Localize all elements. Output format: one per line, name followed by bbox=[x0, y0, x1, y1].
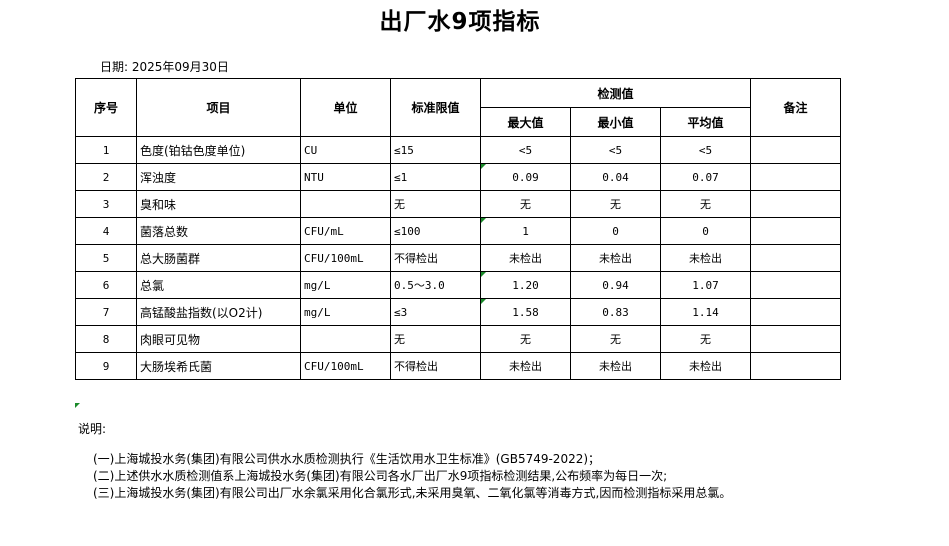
header-item: 项目 bbox=[136, 78, 301, 137]
cell-max: 1.58 bbox=[480, 298, 571, 326]
cell-no: 7 bbox=[75, 298, 137, 326]
header-no: 序号 bbox=[75, 78, 137, 137]
cell-min: 未检出 bbox=[570, 352, 661, 380]
table-row: 8 肉眼可见物无无无无 bbox=[75, 325, 841, 353]
cell-unit: mg/L bbox=[300, 298, 391, 326]
cell-limit: ≤1 bbox=[390, 163, 481, 191]
cell-item: 菌落总数 bbox=[136, 217, 301, 245]
cell-min: 无 bbox=[570, 190, 661, 218]
cell-avg: 1.07 bbox=[660, 271, 751, 299]
cell-avg: 未检出 bbox=[660, 244, 751, 272]
cell-avg: 无 bbox=[660, 190, 751, 218]
table-row: 4 菌落总数 CFU/mL ≤100 1 0 0 bbox=[75, 217, 841, 245]
cell-item: 高锰酸盐指数(以O2计) bbox=[136, 298, 301, 326]
water-quality-table: 序号 项目 单位 标准限值 检测值 备注 最大值 最小值 平均值 1 色度(铂钴色… bbox=[75, 78, 841, 380]
header-avg: 平均值 bbox=[660, 107, 751, 137]
header-remark: 备注 bbox=[750, 78, 841, 137]
table-row: 3 臭和味无无无无 bbox=[75, 190, 841, 218]
table-row: 5 总大肠菌群 CFU/100mL 不得检出 未检出 未检出 未检出 bbox=[75, 244, 841, 272]
header-min: 最小值 bbox=[570, 107, 661, 137]
header-limit: 标准限值 bbox=[390, 78, 481, 137]
table-row: 9 大肠埃希氏菌 CFU/100mL 不得检出 未检出 未检出 未检出 bbox=[75, 352, 841, 380]
cell-unit: CFU/mL bbox=[300, 217, 391, 245]
cell-remark bbox=[750, 298, 841, 326]
notes: (一)上海城投水务(集团)有限公司供水水质检测执行《生活饮用水卫生标准》(GB5… bbox=[93, 451, 731, 502]
cell-remark bbox=[750, 217, 841, 245]
cell-item: 肉眼可见物 bbox=[136, 325, 301, 353]
cell-unit: NTU bbox=[300, 163, 391, 191]
cell-max: 1 bbox=[480, 217, 571, 245]
header-measured: 检测值 bbox=[480, 78, 751, 108]
cell-max: 无 bbox=[480, 190, 571, 218]
cell-max: 1.20 bbox=[480, 271, 571, 299]
cell-item: 浑浊度 bbox=[136, 163, 301, 191]
page-title: 出厂水9项指标 bbox=[379, 9, 541, 35]
note-3: (三)上海城投水务(集团)有限公司出厂水余氯采用化合氯形式,未采用臭氧、二氧化氯… bbox=[93, 486, 732, 500]
cell-no: 4 bbox=[75, 217, 137, 245]
notes-label: 说明: bbox=[78, 422, 107, 436]
cell-max: 未检出 bbox=[480, 352, 571, 380]
cell-min: 0.94 bbox=[570, 271, 661, 299]
cell-unit: CFU/100mL bbox=[300, 352, 391, 380]
cell-min: 0.04 bbox=[570, 163, 661, 191]
cell-limit: 无 bbox=[390, 325, 481, 353]
cell-item: 总氯 bbox=[136, 271, 301, 299]
cell-unit: CFU/100mL bbox=[300, 244, 391, 272]
cell-remark bbox=[750, 271, 841, 299]
table-row: 6 总氯 mg/L 0.5～3.0 1.20 0.94 1.07 bbox=[75, 271, 841, 299]
cell-marker bbox=[75, 403, 80, 408]
cell-remark bbox=[750, 190, 841, 218]
table-row: 7 高锰酸盐指数(以O2计) mg/L ≤3 1.58 0.83 1.14 bbox=[75, 298, 841, 326]
note-1: (一)上海城投水务(集团)有限公司供水水质检测执行《生活饮用水卫生标准》(GB5… bbox=[93, 452, 601, 466]
cell-min: 无 bbox=[570, 325, 661, 353]
cell-no: 6 bbox=[75, 271, 137, 299]
cell-min: 0 bbox=[570, 217, 661, 245]
cell-remark bbox=[750, 244, 841, 272]
cell-no: 3 bbox=[75, 190, 137, 218]
cell-no: 9 bbox=[75, 352, 137, 380]
cell-max: 未检出 bbox=[480, 244, 571, 272]
cell-avg: 未检出 bbox=[660, 352, 751, 380]
cell-unit: mg/L bbox=[300, 271, 391, 299]
cell-max: 无 bbox=[480, 325, 571, 353]
cell-unit bbox=[300, 325, 391, 353]
header-unit: 单位 bbox=[300, 78, 391, 137]
report-date: 日期: 2025年09月30日 bbox=[100, 60, 229, 74]
cell-unit: CU bbox=[300, 136, 391, 164]
cell-limit: ≤100 bbox=[390, 217, 481, 245]
cell-max: <5 bbox=[480, 136, 571, 164]
cell-item: 总大肠菌群 bbox=[136, 244, 301, 272]
cell-remark bbox=[750, 325, 841, 353]
cell-limit: 不得检出 bbox=[390, 244, 481, 272]
header-max: 最大值 bbox=[480, 107, 571, 137]
cell-avg: 0 bbox=[660, 217, 751, 245]
cell-limit: 0.5～3.0 bbox=[390, 271, 481, 299]
cell-avg: <5 bbox=[660, 136, 751, 164]
note-2: (二)上述供水水质检测值系上海城投水务(集团)有限公司各水厂出厂水9项指标检测结… bbox=[93, 469, 668, 483]
cell-item: 大肠埃希氏菌 bbox=[136, 352, 301, 380]
cell-avg: 1.14 bbox=[660, 298, 751, 326]
cell-max: 0.09 bbox=[480, 163, 571, 191]
cell-remark bbox=[750, 136, 841, 164]
cell-item: 臭和味 bbox=[136, 190, 301, 218]
cell-avg: 无 bbox=[660, 325, 751, 353]
table-row: 2 浑浊度 NTU ≤1 0.09 0.04 0.07 bbox=[75, 163, 841, 191]
cell-unit bbox=[300, 190, 391, 218]
cell-limit: 无 bbox=[390, 190, 481, 218]
cell-remark bbox=[750, 352, 841, 380]
cell-min: 未检出 bbox=[570, 244, 661, 272]
cell-item: 色度(铂钴色度单位) bbox=[136, 136, 301, 164]
cell-limit: 不得检出 bbox=[390, 352, 481, 380]
cell-min: <5 bbox=[570, 136, 661, 164]
cell-min: 0.83 bbox=[570, 298, 661, 326]
cell-limit: ≤3 bbox=[390, 298, 481, 326]
cell-no: 8 bbox=[75, 325, 137, 353]
cell-limit: ≤15 bbox=[390, 136, 481, 164]
cell-no: 1 bbox=[75, 136, 137, 164]
table-row: 1 色度(铂钴色度单位) CU ≤15 <5 <5 <5 bbox=[75, 136, 841, 164]
cell-no: 5 bbox=[75, 244, 137, 272]
cell-avg: 0.07 bbox=[660, 163, 751, 191]
cell-no: 2 bbox=[75, 163, 137, 191]
cell-remark bbox=[750, 163, 841, 191]
